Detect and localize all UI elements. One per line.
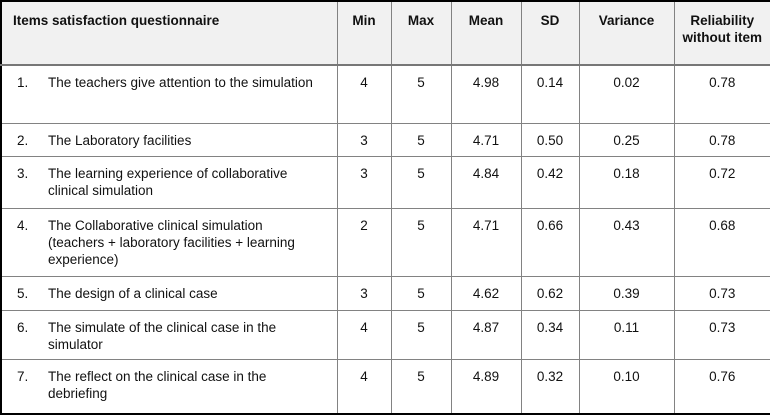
cell-reliability: 0.73 [673,309,770,360]
cell-sd: 0.50 [520,122,580,157]
cell-max: 5 [390,358,452,415]
cell-variance: 0.02 [578,64,675,124]
cell-sd: 0.32 [520,358,580,415]
header-min: Min [336,0,392,66]
item-cell: 5. The design of a clinical case [0,275,338,311]
cell-sd: 0.14 [520,64,580,124]
cell-variance: 0.25 [578,122,675,157]
item-cell: 6. The simulate of the clinical case in … [0,309,338,360]
table-row: 7. The reflect on the clinical case in t… [0,358,770,415]
item-label: The design of a clinical case [48,285,218,301]
item-cell: 3. The learning experience of collaborat… [0,155,338,209]
cell-min: 4 [336,64,392,124]
item-label: The learning experience of collaborative… [48,165,288,198]
cell-mean: 4.87 [450,309,522,360]
cell-variance: 0.11 [578,309,675,360]
cell-max: 5 [390,275,452,311]
cell-min: 4 [336,358,392,415]
cell-max: 5 [390,309,452,360]
cell-reliability: 0.73 [673,275,770,311]
table-row: 3. The learning experience of collaborat… [0,155,770,209]
item-cell: 2. The Laboratory facilities [0,122,338,157]
item-number: 3. [17,165,29,181]
cell-max: 5 [390,155,452,209]
cell-variance: 0.10 [578,358,675,415]
cell-mean: 4.84 [450,155,522,209]
cell-variance: 0.18 [578,155,675,209]
header-items-satisfaction-questionnaire: Items satisfaction questionnaire [0,0,338,66]
item-label: The Laboratory facilities [48,132,192,148]
cell-variance: 0.43 [578,207,675,277]
cell-min: 4 [336,309,392,360]
table-row: 6. The simulate of the clinical case in … [0,309,770,360]
cell-mean: 4.62 [450,275,522,311]
header-reliability-without-item: Reliability without item [673,0,770,66]
table-row: 2. The Laboratory facilities 3 5 4.71 0.… [0,122,770,157]
cell-min: 2 [336,207,392,277]
item-number: 1. [17,75,29,90]
item-cell: 7. The reflect on the clinical case in t… [0,358,338,415]
cell-min: 3 [336,122,392,157]
cell-min: 3 [336,155,392,209]
cell-sd: 0.66 [520,207,580,277]
cell-sd: 0.34 [520,309,580,360]
cell-max: 5 [390,122,452,157]
cell-reliability: 0.78 [673,64,770,124]
cell-min: 3 [336,275,392,311]
header-mean: Mean [450,0,522,66]
item-number: 6. [17,319,29,335]
table-row: 4. The Collaborative clinical simulation… [0,207,770,277]
item-number: 5. [17,285,29,301]
item-label: The Collaborative clinical simulation (t… [48,217,295,267]
table-row: 1. The teachers give attention to the si… [0,64,770,124]
item-label: The simulate of the clinical case in the… [48,319,277,352]
cell-reliability: 0.68 [673,207,770,277]
cell-reliability: 0.72 [673,155,770,209]
item-number: 2. [17,132,29,148]
table-header-row: Items satisfaction questionnaire Min Max… [0,0,770,66]
item-label: The teachers give attention to the simul… [48,75,313,90]
cell-variance: 0.39 [578,275,675,311]
cell-max: 5 [390,207,452,277]
header-sd: SD [520,0,580,66]
header-max: Max [390,0,452,66]
header-reliability-label: Reliability without item [682,13,763,45]
cell-sd: 0.62 [520,275,580,311]
cell-mean: 4.71 [450,207,522,277]
item-number: 7. [17,368,29,384]
item-label: The reflect on the clinical case in the … [48,368,267,401]
item-cell: 4. The Collaborative clinical simulation… [0,207,338,277]
cell-mean: 4.89 [450,358,522,415]
cell-mean: 4.98 [450,64,522,124]
item-cell: 1. The teachers give attention to the si… [0,64,338,124]
cell-sd: 0.42 [520,155,580,209]
cell-reliability: 0.78 [673,122,770,157]
table-row: 5. The design of a clinical case 3 5 4.6… [0,275,770,311]
cell-mean: 4.71 [450,122,522,157]
cell-max: 5 [390,64,452,124]
item-number: 4. [17,217,29,233]
header-variance: Variance [578,0,675,66]
cell-reliability: 0.76 [673,358,770,415]
